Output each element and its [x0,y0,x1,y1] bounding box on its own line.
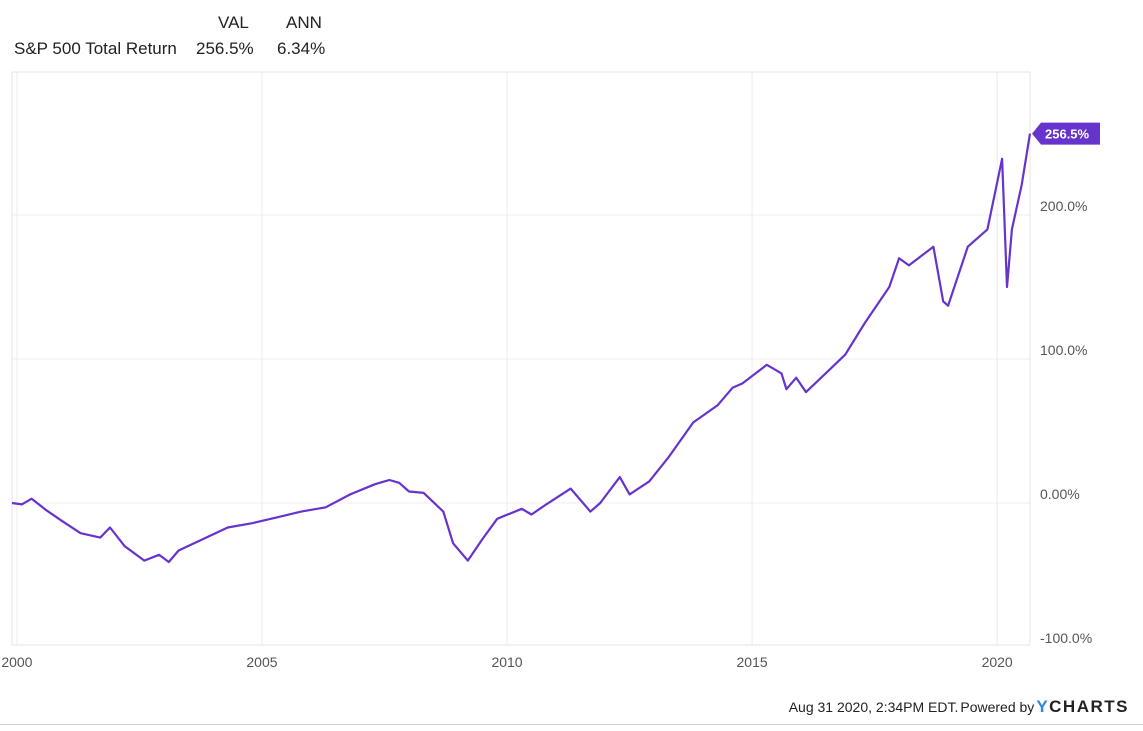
legend: VAL ANN S&P 500 Total Return 256.5% 6.34… [0,0,340,66]
ycharts-logo-y: Y [1036,697,1050,716]
y-tick-label: 200.0% [1040,198,1087,214]
x-tick-label: 2020 [982,654,1013,670]
y-tick-label: 0.00% [1040,486,1080,502]
y-tick-label: 100.0% [1040,342,1087,358]
footer-powered-by: Powered by [960,699,1035,715]
ycharts-logo-text: CHARTS [1049,697,1129,716]
x-tick-label: 2005 [246,654,277,670]
x-tick-label: 2000 [1,654,32,670]
ycharts-logo[interactable]: YCHARTS [1036,697,1129,717]
legend-header-val: VAL [218,13,249,32]
bottom-divider [0,724,1143,725]
last-value-flag [1032,122,1100,145]
legend-series-val: 256.5% [196,39,254,58]
footer-timestamp: Aug 31 2020, 2:34PM EDT. [788,699,959,715]
last-value-label: 256.5% [1045,127,1090,142]
y-tick-label: -100.0% [1040,630,1092,646]
series-line-sp500 [11,133,1032,564]
footer: Aug 31 2020, 2:34PM EDT. Powered by YCHA… [789,697,1129,717]
x-tick-label: 2015 [737,654,768,670]
legend-series-name: S&P 500 Total Return [14,39,177,58]
legend-header-ann: ANN [286,13,322,32]
x-tick-label: 2010 [491,654,522,670]
legend-series-ann: 6.34% [277,39,326,58]
